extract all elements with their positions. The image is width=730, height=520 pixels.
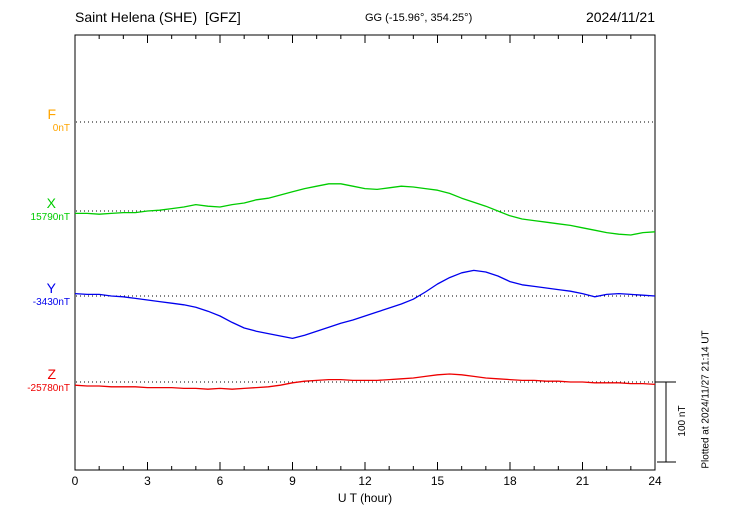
x-axis-label: U T (hour) xyxy=(337,491,393,505)
series-baseline-Z: -25780nT xyxy=(27,383,70,394)
series-label-Z: Z -25780nT xyxy=(0,367,70,395)
series-letter-Z: Z xyxy=(47,366,56,382)
trace-Z xyxy=(74,373,656,390)
series-label-F: F 0nT xyxy=(0,107,70,135)
series-label-X: X 15790nT xyxy=(0,196,70,224)
plot-border xyxy=(74,34,656,471)
series-letter-F: F xyxy=(47,106,56,122)
series-baseline-X: 15790nT xyxy=(30,212,70,223)
series-letter-Y: Y xyxy=(46,280,56,296)
x-tick-label: 24 xyxy=(648,474,662,488)
series-letter-X: X xyxy=(46,195,56,211)
geo-coordinates: GG (-15.96°, 354.25°) xyxy=(365,12,473,24)
x-tick-label: 6 xyxy=(216,474,224,488)
plot-date: 2024/11/21 xyxy=(585,9,655,25)
scale-bar-label: 100 nT xyxy=(677,405,688,437)
x-tick-label: 9 xyxy=(289,474,296,488)
x-tick-label: 15 xyxy=(430,474,445,488)
series-baseline-Y: -3430nT xyxy=(32,297,70,308)
series-baseline-F: 0nT xyxy=(52,123,70,134)
x-tick-label: 21 xyxy=(575,474,590,488)
trace-Y xyxy=(74,269,656,340)
plotted-at-note: Plotted at 2024/11/27 21:14 UT xyxy=(700,330,712,469)
trace-X xyxy=(75,183,656,236)
station-title: Saint Helena (SHE) [GFZ] xyxy=(75,9,241,25)
x-tick-label: 18 xyxy=(503,474,517,488)
x-tick-label: 12 xyxy=(358,474,372,488)
series-label-Y: Y -3430nT xyxy=(0,281,70,309)
x-tick-label: 3 xyxy=(144,474,151,488)
x-tick-label: 0 xyxy=(71,474,79,488)
